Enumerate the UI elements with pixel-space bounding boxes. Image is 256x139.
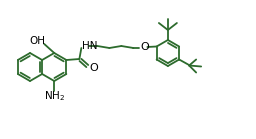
Text: OH: OH [29, 36, 45, 46]
Text: O: O [140, 42, 149, 52]
Text: HN: HN [82, 41, 97, 51]
Text: O: O [89, 63, 98, 73]
Text: NH$_2$: NH$_2$ [44, 89, 65, 103]
